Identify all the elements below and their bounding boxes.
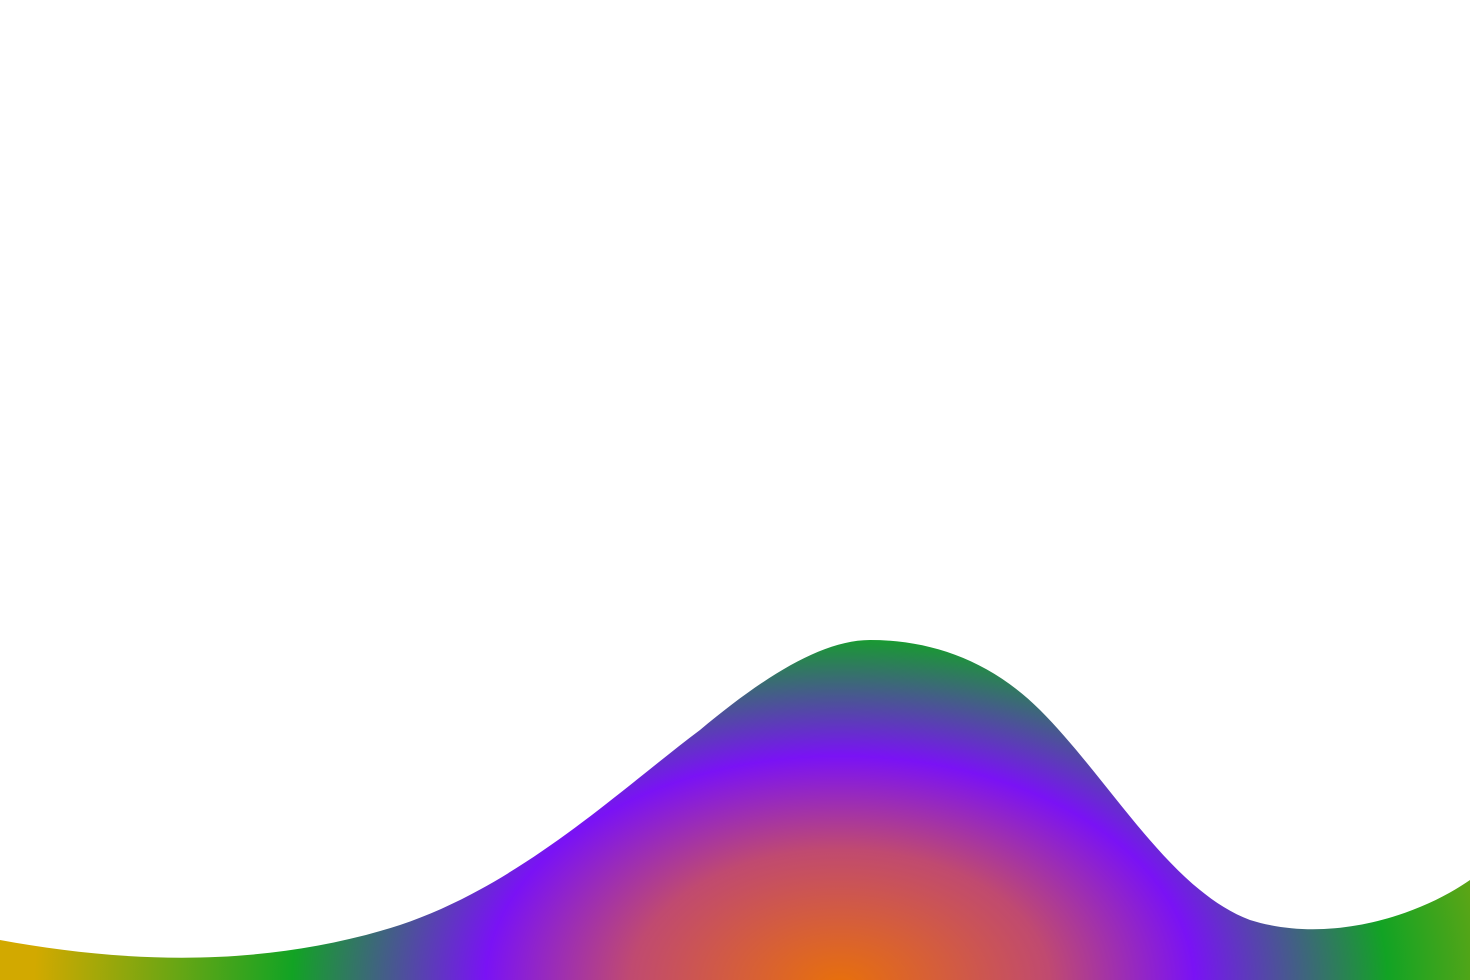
wave-shape	[0, 640, 1470, 980]
